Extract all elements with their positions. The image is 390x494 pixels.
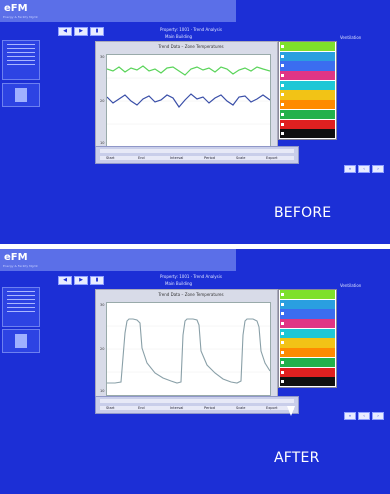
range-slider[interactable] xyxy=(100,399,294,403)
time-range-controls: Start End Interval Period Scale Export xyxy=(95,396,299,414)
legend-item[interactable] xyxy=(280,42,335,52)
next-page-button[interactable]: › xyxy=(372,165,384,173)
building-info: Main Building xyxy=(165,34,193,39)
prev-button[interactable]: ◀ xyxy=(58,276,72,285)
legend-item[interactable] xyxy=(280,348,335,358)
next-page-button[interactable]: › xyxy=(372,412,384,420)
legend-item[interactable] xyxy=(280,319,335,329)
app-header: eFM Energy & Facility Mgmt xyxy=(0,249,236,271)
legend-item[interactable] xyxy=(280,299,335,309)
period-label: Period xyxy=(204,156,215,160)
trend-lines xyxy=(107,65,270,125)
stop-button[interactable]: ▮ xyxy=(90,276,104,285)
legend-item[interactable] xyxy=(280,129,335,139)
chart-title: Trend Data – Zone Temperatures xyxy=(158,44,224,49)
stop-button[interactable]: ▮ xyxy=(90,27,104,36)
app-logo-subtitle: Energy & Facility Mgmt xyxy=(3,264,38,268)
chart-title: Trend Data – Zone Temperatures xyxy=(158,292,224,297)
end-label: End xyxy=(138,406,145,410)
range-fields[interactable] xyxy=(100,406,294,410)
series-legend[interactable] xyxy=(278,41,337,140)
before-screenshot: eFM Energy & Facility Mgmt ◀ ▶ ▮ Propert… xyxy=(0,0,390,244)
legend-item[interactable] xyxy=(280,80,335,91)
page-nav: « ‹ › xyxy=(344,165,384,173)
sidebar-building-widget[interactable] xyxy=(2,83,40,107)
property-info: Property: 1001 · Trend Analysis xyxy=(160,274,222,279)
page-nav: « ‹ › xyxy=(344,412,384,420)
start-label: Start xyxy=(106,406,115,410)
peak-series-line xyxy=(107,318,270,384)
range-fields[interactable] xyxy=(100,156,294,160)
app-logo: eFM xyxy=(4,3,28,14)
legend-item[interactable] xyxy=(280,51,335,61)
after-caption: AFTER xyxy=(274,450,320,466)
legend-item[interactable] xyxy=(280,377,335,387)
legend-item[interactable] xyxy=(280,290,335,300)
period-label: Period xyxy=(204,406,215,410)
mouse-cursor-icon xyxy=(287,406,295,416)
scale-label: Scale xyxy=(236,406,246,410)
sidebar-menu[interactable] xyxy=(2,40,40,80)
system-info: Ventilation xyxy=(340,35,362,40)
trend-lines xyxy=(107,318,270,384)
prev-page-button[interactable]: ‹ xyxy=(358,412,370,420)
toolbar: ◀ ▶ ▮ xyxy=(58,27,104,36)
trend-chart-window: Trend Data – Zone Temperatures 30 20 10 … xyxy=(95,41,278,160)
trend-plot: 30 20 10 00:00 06:00 12:00 18:00 24:00 xyxy=(100,54,271,153)
legend-item[interactable] xyxy=(280,338,335,348)
app-logo-subtitle: Energy & Facility Mgmt xyxy=(3,15,38,19)
sidebar-menu[interactable] xyxy=(2,287,40,327)
app-logo: eFM xyxy=(4,252,28,263)
building-icon xyxy=(15,88,27,102)
legend-item[interactable] xyxy=(280,100,335,110)
property-info: Property: 1001 · Trend Analysis xyxy=(160,27,222,32)
legend-item[interactable] xyxy=(280,61,335,71)
range-slider[interactable] xyxy=(100,149,294,153)
legend-item[interactable] xyxy=(280,357,335,368)
export-label: Export xyxy=(266,406,278,410)
next-button[interactable]: ▶ xyxy=(74,27,88,36)
legend-item[interactable] xyxy=(280,367,335,377)
interval-label: Interval xyxy=(170,406,184,410)
prev-button[interactable]: ◀ xyxy=(58,27,72,36)
legend-item[interactable] xyxy=(280,71,335,81)
toolbar: ◀ ▶ ▮ xyxy=(58,276,104,285)
end-label: End xyxy=(138,156,145,160)
next-button[interactable]: ▶ xyxy=(74,276,88,285)
legend-item[interactable] xyxy=(280,309,335,319)
series-legend[interactable] xyxy=(278,289,337,388)
time-range-controls: Start End Interval Period Scale Export xyxy=(95,146,299,164)
system-info: Ventilation xyxy=(340,283,362,288)
scale-label: Scale xyxy=(236,156,246,160)
building-icon xyxy=(15,334,27,348)
legend-item[interactable] xyxy=(280,328,335,339)
interval-label: Interval xyxy=(170,156,184,160)
trend-chart-window: Trend Data – Zone Temperatures 30 20 10 … xyxy=(95,289,278,408)
first-page-button[interactable]: « xyxy=(344,412,356,420)
legend-item[interactable] xyxy=(280,90,335,100)
sidebar-building-widget[interactable] xyxy=(2,329,40,353)
green-series-line xyxy=(107,65,270,76)
first-page-button[interactable]: « xyxy=(344,165,356,173)
app-header: eFM Energy & Facility Mgmt xyxy=(0,0,236,22)
start-label: Start xyxy=(106,156,115,160)
export-label: Export xyxy=(266,156,278,160)
legend-item[interactable] xyxy=(280,119,335,129)
building-info: Main Building xyxy=(165,281,193,286)
before-caption: BEFORE xyxy=(274,205,332,221)
legend-item[interactable] xyxy=(280,109,335,120)
trend-plot: 30 20 10 00:00 06:00 12:00 18:00 24:00 xyxy=(100,302,271,401)
blue-series-line xyxy=(107,93,270,108)
prev-page-button[interactable]: ‹ xyxy=(358,165,370,173)
after-screenshot: eFM Energy & Facility Mgmt ◀ ▶ ▮ Propert… xyxy=(0,249,390,494)
